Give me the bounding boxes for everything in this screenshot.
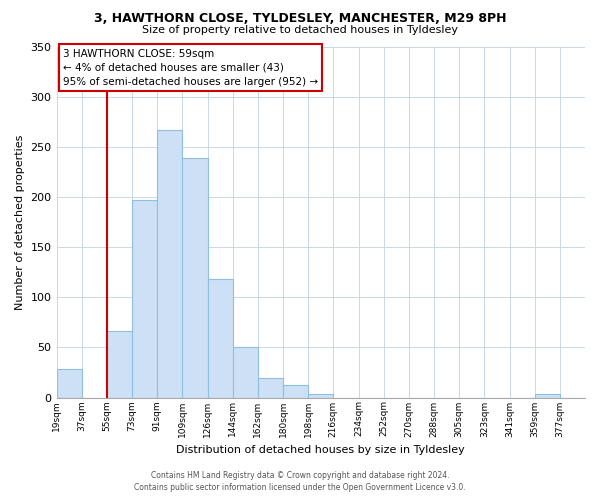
Text: Contains HM Land Registry data © Crown copyright and database right 2024.
Contai: Contains HM Land Registry data © Crown c… — [134, 471, 466, 492]
Text: Size of property relative to detached houses in Tyldesley: Size of property relative to detached ho… — [142, 25, 458, 35]
Bar — [258, 378, 283, 398]
Bar — [157, 130, 182, 398]
Bar — [283, 386, 308, 398]
X-axis label: Distribution of detached houses by size in Tyldesley: Distribution of detached houses by size … — [176, 445, 465, 455]
Bar — [308, 394, 334, 398]
Bar — [182, 158, 208, 398]
Bar — [56, 370, 82, 398]
Y-axis label: Number of detached properties: Number of detached properties — [15, 134, 25, 310]
Bar — [208, 279, 233, 398]
Text: 3 HAWTHORN CLOSE: 59sqm
← 4% of detached houses are smaller (43)
95% of semi-det: 3 HAWTHORN CLOSE: 59sqm ← 4% of detached… — [63, 48, 318, 86]
Bar — [107, 332, 132, 398]
Text: 3, HAWTHORN CLOSE, TYLDESLEY, MANCHESTER, M29 8PH: 3, HAWTHORN CLOSE, TYLDESLEY, MANCHESTER… — [94, 12, 506, 26]
Bar — [233, 348, 258, 398]
Bar — [535, 394, 560, 398]
Bar — [132, 200, 157, 398]
